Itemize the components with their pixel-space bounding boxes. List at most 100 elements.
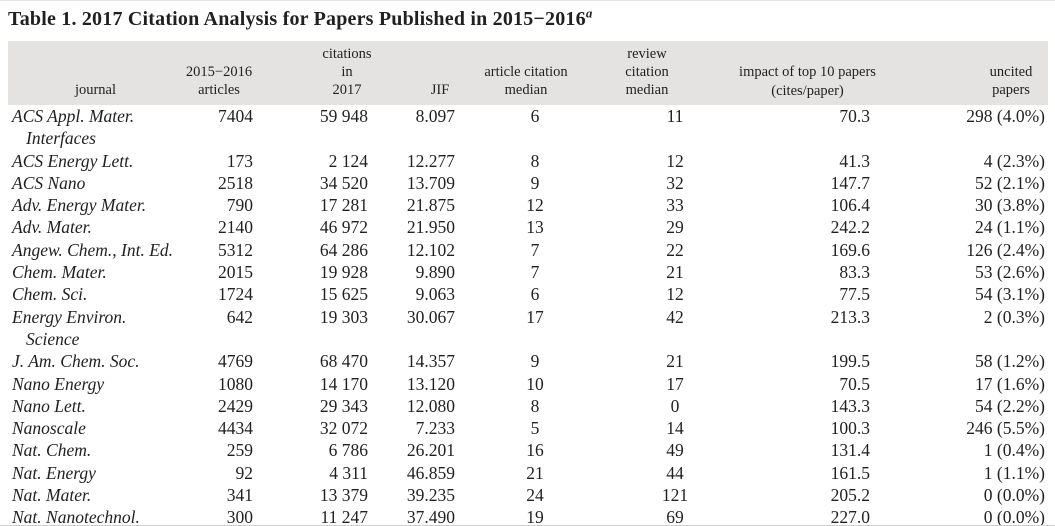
cell-impact-of-top-10-papers: 70.5 <box>839 373 870 394</box>
cell-article-citation-median: 6 <box>530 284 540 305</box>
cell-jif: 13.120 <box>406 373 455 394</box>
cell-journal: Nat. Energy <box>12 462 96 483</box>
cell-jif: 14.357 <box>406 351 455 372</box>
cell-impact-of-top-10-papers: 131.4 <box>830 440 870 461</box>
cell-review-citation-median: 0 <box>670 395 680 416</box>
cell-articles-2015-2016: 2518 <box>218 172 253 193</box>
cell-review-citation-median: 29 <box>666 217 684 238</box>
cell-journal: Nano Lett. <box>12 395 86 416</box>
cell-review-citation-median: 12 <box>666 284 684 305</box>
cell-jif: 13.709 <box>406 172 455 193</box>
cell-impact-of-top-10-papers: 213.3 <box>830 306 870 327</box>
cell-jif: 12.277 <box>406 150 455 171</box>
column-header-articles-2015-2016: 2015−2016 articles <box>183 41 255 105</box>
column-header-review-citation-median: review citation median <box>605 41 745 105</box>
cell-citations-in-2017: 68 470 <box>319 351 368 372</box>
cell-citations-in-2017: 32 072 <box>319 418 368 439</box>
table-row: Nano Lett. 2429 29 343 12.080 8 0 143.3 54 (2.2… <box>8 395 1048 417</box>
cell-citations-in-2017: 15 625 <box>319 284 368 305</box>
cell-articles-2015-2016: 1080 <box>218 373 253 394</box>
table-row: Adv. Mater. 2140 46 972 21.950 13 29 242.2 24 (… <box>8 216 1048 238</box>
cell-review-citation-median: 21 <box>666 262 684 283</box>
cell-impact-of-top-10-papers: 41.3 <box>839 150 870 171</box>
cell-article-citation-median: 8 <box>530 150 540 171</box>
cell-articles-2015-2016: 2140 <box>218 217 253 238</box>
cell-article-citation-median: 10 <box>526 373 544 394</box>
cell-citations-in-2017: 34 520 <box>319 172 368 193</box>
cell-article-citation-median: 5 <box>530 418 540 439</box>
cell-article-citation-median: 9 <box>530 172 540 193</box>
citation-analysis-table: journal 2015−2016 articles citations in 2017… <box>8 41 1048 526</box>
cell-jif: 7.233 <box>415 418 455 439</box>
cell-impact-of-top-10-papers: 227.0 <box>830 507 870 526</box>
cell-impact-of-top-10-papers: 169.6 <box>830 239 870 260</box>
cell-impact-of-top-10-papers: 77.5 <box>839 284 870 305</box>
cell-articles-2015-2016: 1724 <box>218 284 253 305</box>
cell-impact-of-top-10-papers: 106.4 <box>830 195 870 216</box>
cell-uncited-papers: 0 (0.0%) <box>983 507 1045 526</box>
table-row: Chem. Mater. 2015 19 928 9.890 7 21 83.3 53 (2.… <box>8 261 1048 283</box>
cell-jif: 46.859 <box>406 462 455 483</box>
cell-citations-in-2017: 46 972 <box>319 217 368 238</box>
cell-article-citation-median: 9 <box>530 351 540 372</box>
cell-uncited-papers: 54 (2.2%) <box>975 395 1045 416</box>
cell-uncited-papers: 1 (1.1%) <box>983 462 1045 483</box>
table-row: ACS Nano 2518 34 520 13.709 9 32 147.7 52 (2.1%… <box>8 172 1048 194</box>
cell-citations-in-2017: 11 247 <box>320 507 368 526</box>
cell-review-citation-median: 22 <box>666 239 684 260</box>
cell-citations-in-2017: 2 124 <box>328 150 368 171</box>
table-row: Adv. Energy Mater. 790 17 281 21.875 12 33 106… <box>8 194 1048 216</box>
cell-review-citation-median: 12 <box>666 150 684 171</box>
cell-review-citation-median: 42 <box>666 306 684 327</box>
cell-journal: Nat. Chem. <box>12 440 92 461</box>
cell-uncited-papers: 126 (2.4%) <box>966 239 1045 260</box>
cell-citations-in-2017: 19 303 <box>319 306 368 327</box>
cell-journal: Chem. Mater. <box>12 262 107 283</box>
cell-impact-of-top-10-papers: 205.2 <box>830 485 870 506</box>
cell-review-citation-median: 49 <box>666 440 684 461</box>
cell-articles-2015-2016: 2015 <box>218 262 253 283</box>
cell-jif: 26.201 <box>406 440 455 461</box>
column-header-citations-in-2017: citations in 2017 <box>255 41 373 105</box>
cell-articles-2015-2016: 4769 <box>218 351 253 372</box>
cell-journal: ACS Appl. Mater. Interfaces <box>12 106 135 149</box>
cell-review-citation-median: 17 <box>666 373 684 394</box>
cell-articles-2015-2016: 259 <box>226 440 253 461</box>
cell-citations-in-2017: 13 379 <box>319 485 368 506</box>
cell-review-citation-median: 121 <box>661 485 689 506</box>
cell-impact-of-top-10-papers: 161.5 <box>830 462 870 483</box>
cell-jif: 39.235 <box>406 485 455 506</box>
cell-journal: Angew. Chem., Int. Ed. <box>12 239 174 260</box>
cell-article-citation-median: 19 <box>526 507 544 526</box>
cell-journal: Chem. Sci. <box>12 284 88 305</box>
cell-review-citation-median: 33 <box>666 195 684 216</box>
cell-articles-2015-2016: 173 <box>226 150 253 171</box>
table-row: Chem. Sci. 1724 15 625 9.063 6 12 77.5 54 (3.1%… <box>8 283 1048 305</box>
cell-review-citation-median: 69 <box>666 507 684 526</box>
cell-article-citation-median: 13 <box>526 217 544 238</box>
cell-articles-2015-2016: 642 <box>226 306 253 327</box>
cell-journal: ACS Nano <box>12 172 86 193</box>
cell-impact-of-top-10-papers: 242.2 <box>830 217 870 238</box>
cell-uncited-papers: 17 (1.6%) <box>975 373 1045 394</box>
cell-citations-in-2017: 59 948 <box>319 106 368 126</box>
cell-uncited-papers: 54 (3.1%) <box>975 284 1045 305</box>
cell-articles-2015-2016: 2429 <box>218 395 253 416</box>
cell-journal: Energy Environ. Science <box>12 306 127 349</box>
table-row: ACS Appl. Mater. Interfaces 7404 59 948 8.0… <box>8 105 1048 150</box>
cell-jif: 9.890 <box>415 262 455 283</box>
cell-impact-of-top-10-papers: 70.3 <box>839 106 870 126</box>
cell-article-citation-median: 12 <box>526 195 544 216</box>
table-row: ACS Energy Lett. 173 2 124 12.277 8 12 41.3 4 (… <box>8 150 1048 172</box>
table-row: Nanoscale 4434 32 072 7.233 5 14 100.3 246 (5.5… <box>8 417 1048 439</box>
cell-jif: 12.102 <box>406 239 455 260</box>
table-row: Nat. Mater. 341 13 379 39.235 24 121 205.2 0 (0… <box>8 484 1048 506</box>
cell-article-citation-median: 8 <box>530 395 540 416</box>
cell-uncited-papers: 52 (2.1%) <box>975 172 1045 193</box>
cell-uncited-papers: 2 (0.3%) <box>983 306 1045 327</box>
cell-journal: Adv. Mater. <box>12 217 92 238</box>
cell-uncited-papers: 1 (0.4%) <box>983 440 1045 461</box>
cell-citations-in-2017: 6 786 <box>328 440 368 461</box>
cell-uncited-papers: 58 (1.2%) <box>975 351 1045 372</box>
table-title-text: Table 1. 2017 Citation Analysis for Pape… <box>8 8 586 30</box>
